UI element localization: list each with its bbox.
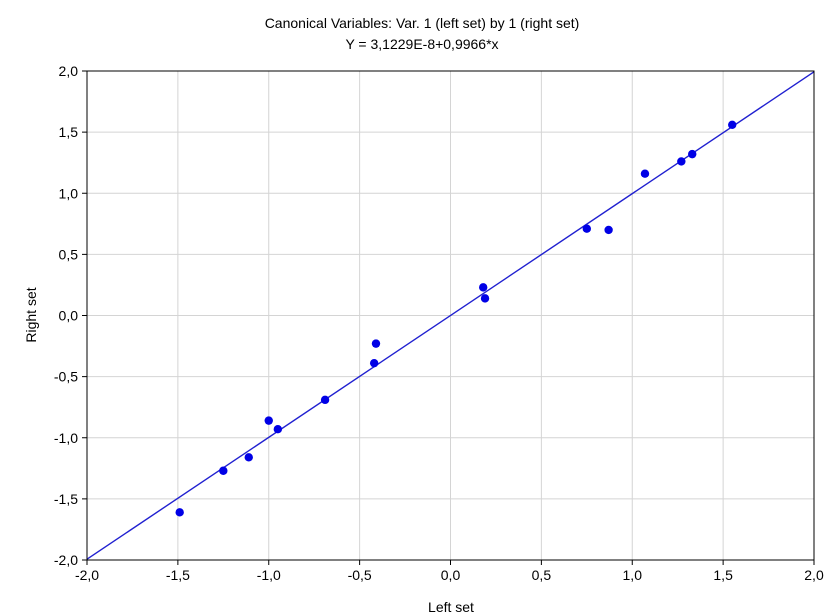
y-tick-label: -0,5 [54,369,78,385]
y-tick-label: 2,0 [59,63,79,79]
data-point [219,466,228,475]
x-tick-label: 0,5 [532,567,552,583]
y-tick-label: -1,0 [54,430,78,446]
data-point [369,358,379,368]
y-tick-label: -2,0 [54,552,78,568]
data-points [175,120,737,517]
y-tick-label: 1,5 [59,124,79,140]
y-axis-label: Right set [23,287,39,342]
y-tick-label: -1,5 [54,491,78,507]
data-point [677,157,686,166]
data-point [480,294,490,303]
data-point [244,453,253,462]
data-point [320,395,330,405]
regression-equation: Y = 3,1229E-8+0,9966*x [345,36,498,52]
grid [87,71,814,560]
data-point [371,339,381,348]
data-point [728,120,737,129]
data-point [273,424,283,434]
data-point [175,508,184,517]
data-point [479,283,488,292]
data-point [604,225,613,235]
x-tick-label: 1,0 [623,567,643,583]
x-tick-label: -2,0 [75,567,99,583]
x-tick-label: -1,0 [257,567,281,583]
x-axis-label: Left set [428,599,474,615]
y-tick-label: 0,5 [59,246,79,262]
x-tick-label: 1,5 [713,567,733,583]
x-tick-label: 0,0 [441,567,461,583]
x-tick-label: 2,0 [804,567,824,583]
data-point [582,224,592,233]
data-point [264,416,273,425]
x-tick-label: -1,5 [166,567,190,583]
y-tick-label: 0,0 [59,308,79,324]
x-tick-label: -0,5 [348,567,372,583]
x-axis-ticks: -2,0 -1,5 -1,0 -0,5 0,0 0,5 1,0 1,5 2,0 [75,560,824,583]
data-point [688,149,697,159]
data-point [640,169,650,178]
y-tick-label: 1,0 [59,185,79,201]
y-axis-ticks: -2,0 -1,5 -1,0 -0,5 0,0 0,5 1,0 1,5 2,0 [54,63,87,568]
chart-title: Canonical Variables: Var. 1 (left set) b… [265,15,580,31]
